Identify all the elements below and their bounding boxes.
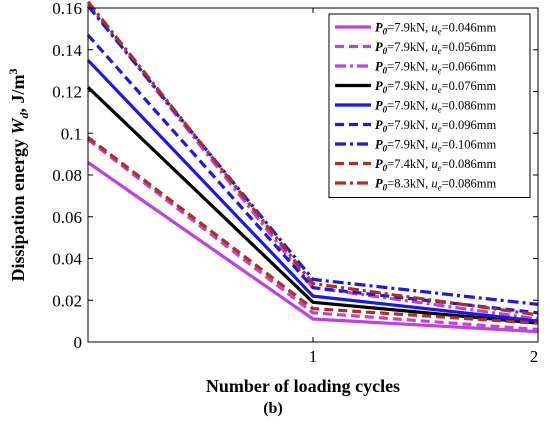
x-axis-title: Number of loading cycles: [206, 376, 400, 396]
axis-ticks: 0 0.02 0.04 0.06 0.08 0.1 0.12 0.14 0.16 1 2: [52, 0, 539, 366]
legend-label: P0=7.9kN, ue=0.106mm: [375, 138, 496, 154]
x-tick-label: 1: [309, 347, 318, 366]
y-tick-label: 0: [74, 333, 83, 352]
legend-label: P0=7.9kN, ue=0.076mm: [375, 79, 496, 95]
series-line-4: [86, 86, 539, 325]
y-tick-label: 0.02: [52, 291, 82, 310]
legend-label: P0=7.9kN, ue=0.066mm: [375, 60, 496, 76]
series-line-5: [86, 59, 539, 323]
legend-label: P0=7.9kN, ue=0.096mm: [375, 118, 496, 134]
series-line-1: [87, 161, 539, 334]
legend-label: P0=7.9kN, ue=0.046mm: [375, 21, 496, 37]
legend-label: P0=7.9kN, ue=0.056mm: [375, 40, 496, 56]
legend-label: P0=7.4kN, ue=0.086mm: [375, 157, 496, 173]
y-tick-label: 0.08: [52, 166, 82, 185]
legend: P0=7.9kN, ue=0.046mm P0=7.9kN, ue=0.056mm…: [328, 13, 531, 198]
series-line-7: [86, 4, 539, 306]
series-lines: [86, 0, 539, 334]
x-tick-label: 2: [530, 347, 539, 366]
panel-label: (b): [263, 400, 283, 417]
y-tick-label: 0.16: [52, 0, 82, 18]
series-line-8: [87, 136, 539, 325]
y-axis-title: Dissipation energy Wd, J/m3: [6, 68, 31, 281]
series-line-9: [86, 0, 539, 317]
y-tick-label: 0.14: [52, 41, 82, 60]
y-tick-label: 0.12: [52, 83, 82, 102]
series-line-2: [87, 138, 539, 332]
y-tick-label: 0.1: [61, 124, 82, 143]
legend-label: P0=7.9kN, ue=0.086mm: [375, 99, 496, 115]
y-tick-label: 0.04: [52, 250, 82, 269]
y-tick-label: 0.06: [52, 208, 82, 227]
legend-label: P0=8.3kN, ue=0.086mm: [375, 177, 496, 193]
series-line-6: [86, 34, 539, 315]
